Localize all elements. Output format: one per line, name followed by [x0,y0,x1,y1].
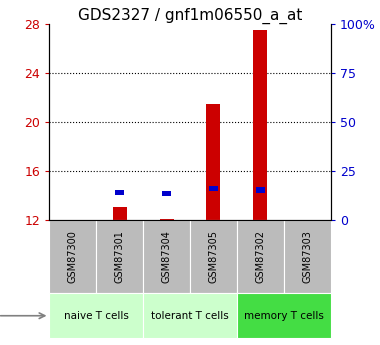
Text: GSM87303: GSM87303 [302,230,312,283]
Text: GSM87300: GSM87300 [68,230,78,283]
Bar [190,220,237,293]
Bar [256,187,265,193]
Text: naive T cells: naive T cells [64,311,129,321]
Bar [49,220,96,293]
Bar [237,220,284,293]
Bar [143,220,190,293]
Text: GSM87301: GSM87301 [115,230,125,283]
Text: GSM87302: GSM87302 [255,230,265,283]
Text: GSM87305: GSM87305 [209,230,218,283]
Text: tolerant T cells: tolerant T cells [151,311,229,321]
Title: GDS2327 / gnf1m06550_a_at: GDS2327 / gnf1m06550_a_at [78,8,302,24]
Text: memory T cells: memory T cells [244,311,324,321]
Bar [49,293,143,338]
Bar [96,220,143,293]
Bar [113,207,127,220]
Bar [253,30,268,220]
Bar [115,190,124,195]
Bar [162,191,171,196]
Text: GSM87304: GSM87304 [162,230,171,283]
Bar [237,293,331,338]
Bar [284,220,331,293]
Bar [160,219,174,220]
Bar [206,104,220,220]
Bar [209,186,218,191]
Bar [143,293,237,338]
